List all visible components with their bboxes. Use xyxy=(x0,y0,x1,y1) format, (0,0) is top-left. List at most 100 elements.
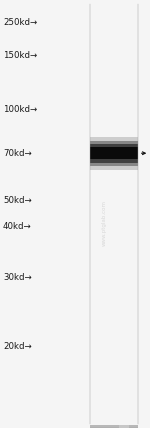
Bar xyxy=(119,426,129,428)
Bar xyxy=(90,427,138,428)
Bar xyxy=(119,425,129,427)
Bar xyxy=(119,425,129,427)
Bar xyxy=(90,426,138,428)
Bar xyxy=(119,427,129,428)
Bar xyxy=(90,426,138,428)
Bar xyxy=(119,425,129,427)
Bar xyxy=(90,426,138,428)
Bar xyxy=(119,426,129,428)
Bar xyxy=(90,426,138,428)
Bar xyxy=(119,426,129,428)
Bar xyxy=(119,426,129,428)
Bar xyxy=(90,426,138,427)
Bar xyxy=(119,426,129,428)
Bar xyxy=(90,425,138,427)
Bar xyxy=(90,425,138,427)
Bar xyxy=(90,426,138,428)
Bar xyxy=(119,425,129,427)
Bar xyxy=(119,425,129,427)
Bar xyxy=(90,426,138,428)
Bar xyxy=(90,426,138,428)
Bar xyxy=(119,426,129,428)
Bar xyxy=(119,426,129,428)
Bar xyxy=(90,426,138,428)
Bar xyxy=(90,425,138,427)
Bar xyxy=(119,426,129,428)
Bar xyxy=(119,426,129,427)
Bar xyxy=(90,425,138,427)
Bar xyxy=(119,425,129,427)
Bar xyxy=(119,426,129,428)
Bar xyxy=(119,425,129,427)
Bar xyxy=(119,426,129,428)
Bar xyxy=(90,425,138,427)
Bar xyxy=(119,425,129,427)
Bar xyxy=(119,426,129,427)
Bar xyxy=(119,425,129,427)
Bar xyxy=(90,425,138,427)
Bar xyxy=(90,425,138,427)
Bar xyxy=(119,426,129,428)
Bar xyxy=(119,426,129,428)
Bar xyxy=(119,427,129,428)
Bar xyxy=(119,426,129,428)
Bar xyxy=(119,426,129,428)
Bar xyxy=(90,426,138,427)
Bar xyxy=(119,426,129,428)
Bar xyxy=(90,425,138,427)
Bar xyxy=(90,425,138,427)
Bar xyxy=(90,425,138,427)
Bar xyxy=(119,425,129,427)
Bar xyxy=(90,426,138,428)
Bar xyxy=(90,426,138,428)
Bar xyxy=(119,426,129,427)
Bar xyxy=(90,425,138,427)
Bar xyxy=(90,427,138,428)
Bar xyxy=(90,426,138,428)
Bar xyxy=(90,426,138,428)
Bar xyxy=(119,426,129,428)
Bar xyxy=(90,426,138,428)
Bar xyxy=(119,425,129,427)
Bar xyxy=(90,426,138,427)
Bar xyxy=(119,426,129,428)
Bar xyxy=(119,426,129,428)
Bar xyxy=(90,426,138,427)
Bar xyxy=(90,426,138,428)
Bar xyxy=(119,425,129,427)
Bar xyxy=(119,426,129,428)
Bar xyxy=(119,427,129,428)
Bar xyxy=(119,426,129,428)
Bar xyxy=(119,425,129,427)
Bar xyxy=(119,426,129,428)
Bar xyxy=(119,426,129,428)
Bar xyxy=(119,426,129,428)
Bar xyxy=(90,425,138,427)
Bar xyxy=(90,427,138,428)
Bar xyxy=(90,426,138,427)
Bar xyxy=(90,425,138,427)
Bar xyxy=(119,426,129,428)
Bar xyxy=(119,425,129,427)
Bar xyxy=(90,426,138,427)
Bar xyxy=(119,426,129,428)
Bar xyxy=(90,426,138,427)
Bar xyxy=(119,426,129,428)
Bar xyxy=(90,426,138,428)
Bar xyxy=(119,426,129,428)
Bar xyxy=(119,425,129,427)
Bar xyxy=(90,426,138,428)
Bar xyxy=(119,425,129,427)
Bar xyxy=(90,426,138,427)
Text: 250kd→: 250kd→ xyxy=(3,18,37,27)
Bar xyxy=(90,144,138,163)
Bar xyxy=(119,426,129,428)
Bar xyxy=(90,426,138,427)
Bar xyxy=(119,426,129,428)
Bar xyxy=(90,425,138,427)
Bar xyxy=(90,425,138,427)
Bar xyxy=(90,425,138,427)
Bar xyxy=(119,426,129,428)
Bar xyxy=(90,425,138,427)
Bar xyxy=(119,426,129,428)
